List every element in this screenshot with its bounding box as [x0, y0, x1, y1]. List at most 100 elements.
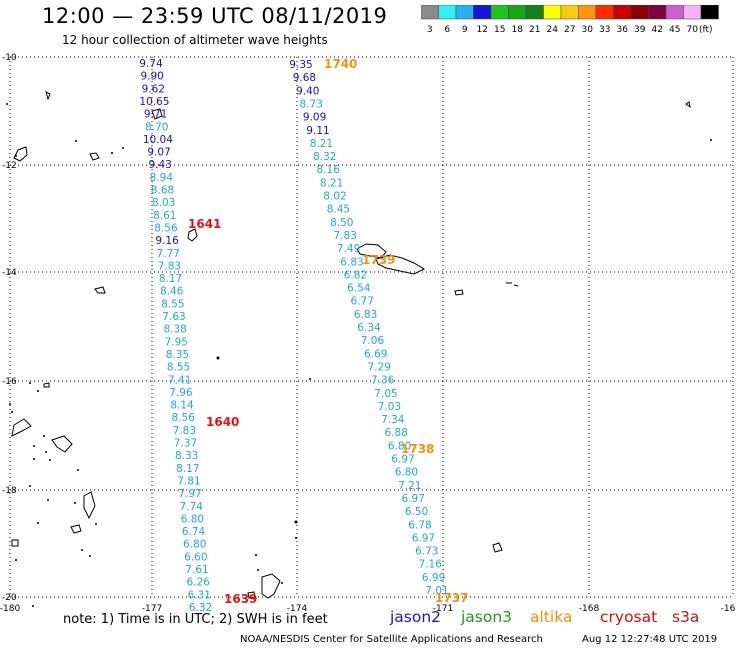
- pass-time-1739: 1739: [362, 253, 395, 267]
- left-track-value: 9.74: [139, 58, 163, 70]
- scale-label: 15: [494, 25, 505, 35]
- scale-swatch: [700, 5, 719, 20]
- right-track-value: 7.36: [371, 375, 395, 387]
- left-track-value: 9.43: [149, 159, 172, 171]
- scale-label: 6: [444, 25, 450, 35]
- pass-time-1740: 1740: [324, 57, 357, 71]
- left-track-value: 7.83: [158, 260, 181, 272]
- axis-labels: -180 -177 -174 -171 -168 -16 -10 -12 -14 -16 -18 -2…: [0, 53, 736, 614]
- right-track-value: 7.05: [374, 388, 397, 400]
- lat-label: -12: [2, 161, 17, 171]
- right-track-value: 6.97: [402, 493, 425, 505]
- left-track-value: 7.41: [168, 374, 191, 386]
- left-track-value: 8.14: [170, 400, 194, 412]
- left-track-value: 8.55: [167, 362, 190, 374]
- left-track-value: 7.63: [162, 311, 185, 323]
- scale-label: 18: [512, 25, 524, 35]
- right-track-value: 6.97: [412, 532, 435, 544]
- page-title: 12:00 — 23:59 UTC 08/11/2019: [42, 4, 388, 28]
- right-track-value: 9.40: [296, 85, 319, 97]
- legend-altika: altika: [530, 608, 573, 626]
- color-scale-legend: 3 6 9 12 15 18 21 24 27 30 33 36 39 42 45 70 (ft): [421, 5, 719, 35]
- lat-label: -14: [2, 268, 17, 278]
- left-track-value: 7.61: [185, 564, 208, 576]
- right-track-value: 7.03: [378, 401, 401, 413]
- right-track-value: 6.88: [385, 427, 408, 439]
- right-track-value: 6.77: [351, 296, 374, 308]
- right-track-value: 8.50: [330, 217, 353, 229]
- right-track-value: 6.73: [415, 546, 438, 558]
- legend-s3a: s3a: [672, 608, 700, 626]
- scale-label: 70: [687, 25, 699, 35]
- map-grid: [9, 56, 734, 598]
- right-track-value: 9.35: [289, 59, 312, 71]
- page-subtitle: 12 hour collection of altimeter wave hei…: [62, 33, 328, 47]
- left-track-value: 8.35: [166, 349, 189, 361]
- lon-label: -174: [287, 604, 308, 614]
- right-track-value: 6.83: [340, 256, 363, 268]
- left-track-value: 9.90: [140, 71, 163, 83]
- left-track-value: 7.95: [165, 336, 188, 348]
- right-track-value: 6.50: [405, 506, 428, 518]
- scale-label: 3: [427, 25, 433, 35]
- left-track-value: 8.38: [163, 324, 186, 336]
- right-track-value: 9.68: [293, 72, 316, 84]
- right-track-value: 8.02: [323, 191, 346, 203]
- left-track-value: 9.71: [144, 109, 167, 121]
- lon-label: -168: [579, 604, 600, 614]
- right-track-value: 6.82: [344, 269, 367, 281]
- left-track-value: 8.33: [175, 450, 198, 462]
- pass-time-1737: 1737: [435, 591, 468, 605]
- scale-label: 39: [634, 25, 646, 35]
- right-track-value: 8.16: [317, 164, 341, 176]
- scale-label: 21: [529, 25, 540, 35]
- right-track-value: 8.73: [300, 98, 323, 110]
- lon-label: -180: [0, 604, 20, 614]
- right-track-value: 9.09: [303, 112, 326, 124]
- right-track-value: 7.01: [425, 585, 448, 597]
- generation-timestamp: Aug 12 12:27:48 UTC 2019: [582, 634, 718, 645]
- right-track-value: 6.80: [388, 440, 411, 452]
- right-track-value: 6.54: [347, 283, 371, 295]
- right-track-value: 7.83: [334, 230, 357, 242]
- right-track-value: 6.83: [354, 309, 377, 321]
- scale-label: 36: [617, 25, 629, 35]
- legend-jason3: jason3: [461, 608, 513, 626]
- left-track-value: 6.31: [188, 589, 211, 601]
- altimeter-tracks: 9.749.909.6210.659.718.7010.049.079.438.…: [139, 58, 448, 614]
- left-track-value: 7.74: [180, 501, 204, 513]
- left-track-value: 8.46: [160, 286, 184, 298]
- left-track-value: 8.56: [172, 412, 196, 424]
- right-track-value: 6.80: [395, 467, 418, 479]
- lat-label: -10: [2, 53, 17, 63]
- right-track-value: 7.06: [361, 335, 385, 347]
- left-track-value: 10.04: [143, 134, 173, 146]
- footnote: note: 1) Time is in UTC; 2) SWH is in fe…: [63, 612, 328, 627]
- lon-label: -177: [142, 604, 162, 614]
- left-track-value: 8.55: [161, 298, 184, 310]
- right-track-value: 7.34: [381, 414, 405, 426]
- legend-jason2: jason2: [390, 608, 442, 626]
- left-track-value: 6.26: [186, 577, 210, 589]
- right-track-value: 6.78: [408, 519, 431, 531]
- right-track-value: 6.99: [422, 572, 445, 584]
- lon-label: -171: [433, 604, 453, 614]
- scale-label: 30: [582, 25, 594, 35]
- right-track-value: 8.21: [310, 138, 333, 150]
- left-track-value: 7.83: [173, 425, 196, 437]
- right-track-value: 8.21: [320, 177, 343, 189]
- pass-time-1738: 1738: [401, 442, 434, 456]
- pass-time-1640: 1640: [206, 415, 239, 429]
- left-track-value: 9.16: [155, 235, 179, 247]
- credit-line: NOAA/NESDIS Center for Satellite Applica…: [240, 634, 543, 645]
- left-track-value: 6.80: [183, 539, 206, 551]
- left-track-value: 7.81: [177, 475, 200, 487]
- scale-label: 27: [564, 25, 575, 35]
- pass-time-1639: 1639: [224, 592, 257, 606]
- left-track-value: 8.17: [176, 463, 199, 475]
- left-track-value: 9.07: [147, 147, 170, 159]
- right-track-value: 8.45: [327, 204, 350, 216]
- pass-time-labels: 1740 1641 1739 1640 1738 1639 1737: [188, 57, 468, 606]
- coastline-dots: [6, 103, 712, 607]
